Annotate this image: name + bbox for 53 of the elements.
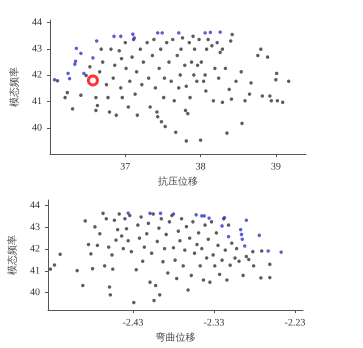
y-axis-title: 模态频率 bbox=[8, 67, 20, 108]
x-tick-label: -2.23 bbox=[284, 318, 306, 329]
y-axis-title: 模态频率 bbox=[6, 235, 18, 276]
x-tick-label: 37 bbox=[120, 162, 130, 173]
point bbox=[119, 34, 123, 38]
x-axis-title: 抗压位移 bbox=[158, 176, 198, 188]
point bbox=[220, 224, 224, 228]
y-tick-label: 41 bbox=[32, 96, 42, 108]
y-tick-label: 43 bbox=[30, 222, 40, 233]
point bbox=[279, 250, 283, 254]
point bbox=[203, 31, 207, 35]
point bbox=[73, 62, 77, 66]
point bbox=[86, 74, 99, 86]
y-tick-label: 42 bbox=[30, 244, 40, 255]
point bbox=[112, 34, 116, 38]
point bbox=[238, 228, 242, 232]
point bbox=[66, 72, 70, 76]
y-tick-label: 42 bbox=[32, 70, 42, 81]
x-tick-label: 39 bbox=[270, 162, 281, 173]
point bbox=[218, 30, 222, 34]
y-tick-label: 43 bbox=[32, 43, 42, 54]
point bbox=[258, 234, 262, 238]
point bbox=[79, 52, 83, 56]
point bbox=[194, 213, 198, 217]
point bbox=[74, 60, 78, 64]
point bbox=[266, 249, 270, 253]
point bbox=[160, 31, 164, 35]
point bbox=[158, 212, 162, 216]
point bbox=[131, 32, 135, 36]
point bbox=[74, 46, 78, 50]
point bbox=[207, 216, 211, 220]
x-tick-label: 38 bbox=[196, 162, 206, 173]
point bbox=[240, 237, 244, 241]
point bbox=[208, 30, 212, 34]
y-tick-label: 41 bbox=[30, 265, 40, 276]
point bbox=[226, 234, 230, 238]
x-tick-label: -2.33 bbox=[204, 318, 224, 329]
point bbox=[148, 212, 152, 216]
point bbox=[177, 31, 181, 35]
point bbox=[126, 211, 130, 215]
point bbox=[156, 31, 160, 35]
point bbox=[52, 78, 56, 82]
point bbox=[68, 76, 72, 80]
y-tick-label: 44 bbox=[32, 17, 42, 28]
y-tick-label: 40 bbox=[30, 287, 40, 298]
point bbox=[91, 56, 95, 60]
y-tick-label: 40 bbox=[32, 122, 42, 134]
x-axis-title: 弯曲位移 bbox=[156, 332, 196, 344]
x-tick-label: -2.43 bbox=[122, 318, 144, 329]
y-tick-label: 44 bbox=[30, 200, 40, 211]
point bbox=[242, 244, 246, 248]
point bbox=[244, 218, 248, 222]
point bbox=[94, 39, 98, 43]
